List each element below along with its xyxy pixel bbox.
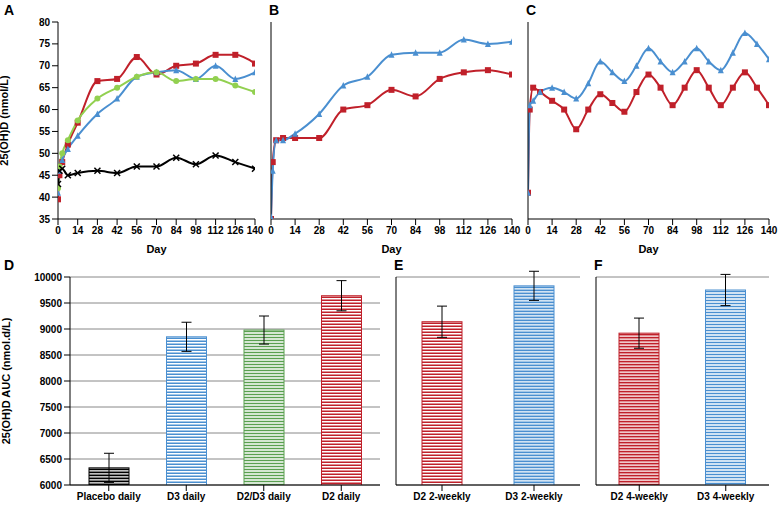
svg-text:25(OH)D (nmol/L): 25(OH)D (nmol/L): [8, 75, 10, 166]
svg-text:65: 65: [39, 82, 51, 93]
svg-text:98: 98: [691, 225, 703, 236]
svg-text:8500: 8500: [40, 350, 63, 361]
svg-text:28: 28: [92, 225, 104, 236]
svg-text:70: 70: [39, 60, 51, 71]
svg-text:8000: 8000: [40, 376, 63, 387]
svg-text:84: 84: [410, 225, 422, 236]
svg-text:D2 2-weekly: D2 2-weekly: [413, 491, 471, 502]
svg-text:14: 14: [547, 225, 559, 236]
svg-text:84: 84: [171, 225, 183, 236]
svg-text:7000: 7000: [40, 428, 63, 439]
svg-text:112: 112: [456, 225, 473, 236]
svg-text:D3 2-weekly: D3 2-weekly: [505, 491, 563, 502]
svg-text:70: 70: [386, 225, 398, 236]
svg-text:98: 98: [434, 225, 446, 236]
svg-text:D2 daily: D2 daily: [322, 491, 361, 502]
svg-text:140: 140: [761, 225, 771, 236]
svg-text:9500: 9500: [40, 298, 63, 309]
svg-text:112: 112: [713, 225, 730, 236]
svg-text:14: 14: [72, 225, 84, 236]
svg-text:60: 60: [39, 104, 51, 115]
svg-text:28: 28: [314, 225, 326, 236]
svg-text:D2/D3 daily: D2/D3 daily: [237, 491, 291, 502]
html-text:C: C: [526, 2, 537, 18]
svg-text:112: 112: [208, 225, 225, 236]
svg-text:80: 80: [39, 17, 51, 28]
svg-text:Placebo daily: Placebo daily: [77, 491, 141, 502]
svg-text:35: 35: [39, 214, 51, 225]
svg-text:140: 140: [504, 225, 521, 236]
svg-text:126: 126: [737, 225, 754, 236]
svg-text:10000: 10000: [34, 272, 62, 283]
svg-text:14: 14: [290, 225, 302, 236]
svg-text:56: 56: [619, 225, 631, 236]
svg-text:25(OH)D AUC (nmol.d/L): 25(OH)D AUC (nmol.d/L): [8, 317, 12, 444]
svg-text:Day: Day: [381, 243, 402, 255]
svg-text:40: 40: [39, 192, 51, 203]
svg-text:84: 84: [667, 225, 679, 236]
svg-text:Day: Day: [146, 243, 167, 255]
html-text:F: F: [594, 257, 603, 273]
svg-text:126: 126: [480, 225, 497, 236]
svg-text:70: 70: [643, 225, 655, 236]
svg-text:70: 70: [151, 225, 163, 236]
html-text:E: E: [394, 257, 404, 273]
svg-text:6500: 6500: [40, 454, 63, 465]
svg-text:6000: 6000: [40, 480, 63, 491]
svg-text:28: 28: [571, 225, 583, 236]
svg-text:D3 4-weekly: D3 4-weekly: [697, 491, 755, 502]
svg-text:98: 98: [190, 225, 202, 236]
svg-text:42: 42: [595, 225, 607, 236]
svg-text:0: 0: [55, 225, 61, 236]
svg-text:50: 50: [39, 148, 51, 159]
svg-text:45: 45: [39, 170, 51, 181]
svg-text:0: 0: [525, 225, 531, 236]
svg-text:56: 56: [362, 225, 374, 236]
html-text:D: D: [4, 257, 15, 273]
svg-text:7500: 7500: [40, 402, 63, 413]
svg-text:Day: Day: [638, 243, 659, 255]
svg-text:56: 56: [131, 225, 143, 236]
svg-text:9000: 9000: [40, 324, 63, 335]
svg-text:0: 0: [268, 225, 274, 236]
html-text:B: B: [269, 2, 280, 18]
svg-text:55: 55: [39, 126, 51, 137]
svg-text:D3 daily: D3 daily: [167, 491, 206, 502]
svg-text:42: 42: [338, 225, 350, 236]
svg-text:D2 4-weekly: D2 4-weekly: [611, 491, 669, 502]
svg-text:75: 75: [39, 38, 51, 49]
svg-text:140: 140: [247, 225, 264, 236]
html-text:A: A: [4, 2, 15, 18]
svg-text:126: 126: [227, 225, 244, 236]
svg-text:42: 42: [112, 225, 124, 236]
